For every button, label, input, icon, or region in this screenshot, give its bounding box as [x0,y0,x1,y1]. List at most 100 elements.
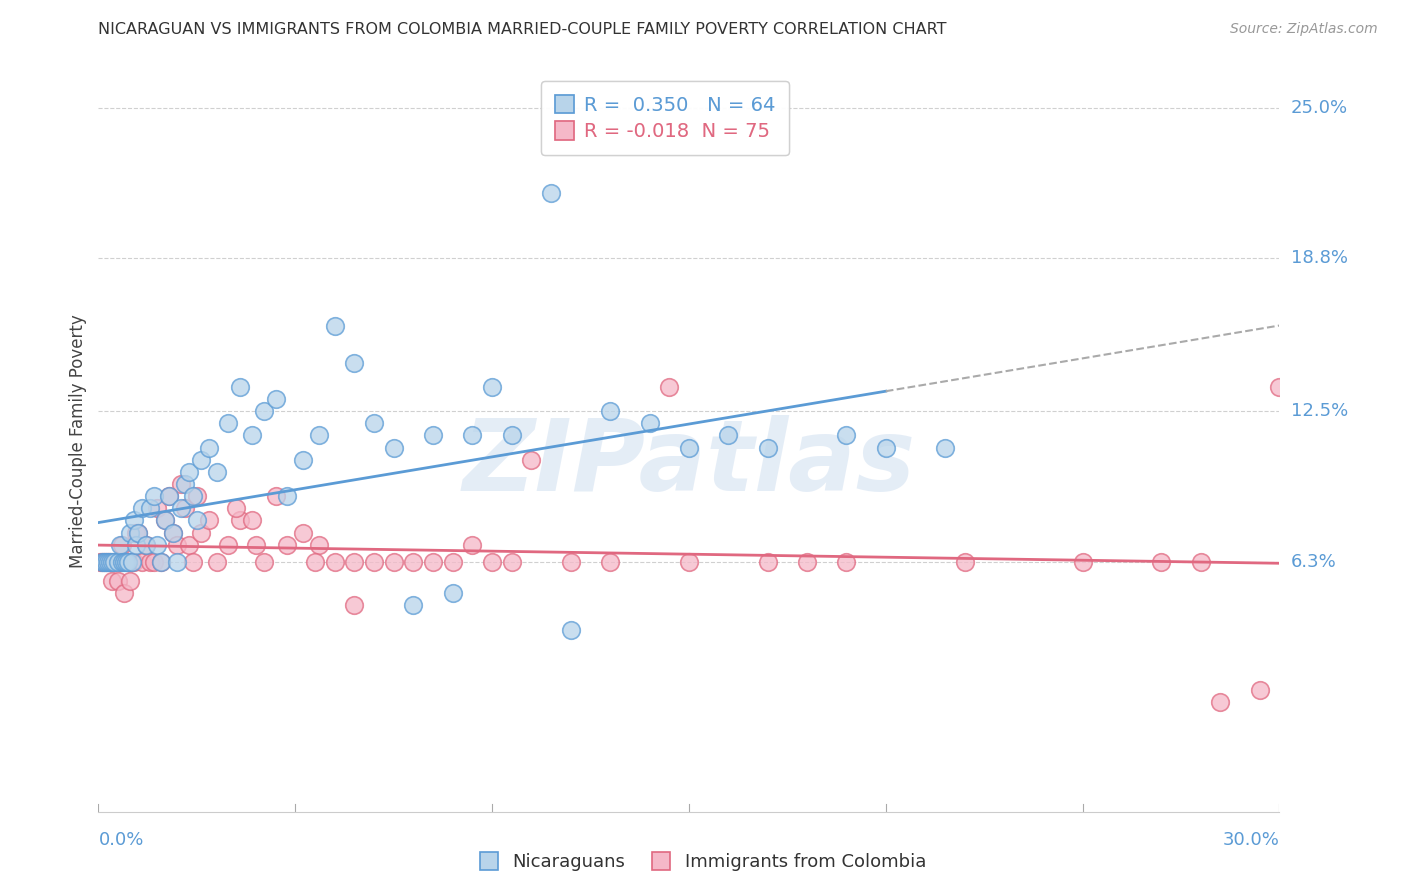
Point [146,501,169,516]
Point [402,599,425,613]
Point [150,555,173,569]
Point [343,555,366,569]
Point [796,555,818,569]
Point [264,392,287,406]
Point [501,428,523,442]
Point [323,555,346,569]
Point [122,555,145,569]
Point [97,555,120,569]
Point [197,441,219,455]
Point [304,555,326,569]
Point [253,404,276,418]
Point [953,555,976,569]
Point [170,477,193,491]
Point [142,489,165,503]
Point [382,441,405,455]
Point [402,555,425,569]
Point [186,513,208,527]
Point [441,555,464,569]
Point [205,555,228,569]
Point [96,555,118,569]
Point [111,555,134,569]
Point [125,538,148,552]
Point [276,538,298,552]
Point [162,525,184,540]
Point [103,555,125,569]
Point [217,417,239,431]
Point [98,555,121,569]
Point [520,452,543,467]
Point [174,501,197,516]
Point [1268,380,1291,394]
Point [560,623,582,637]
Point [157,489,180,503]
Point [1150,555,1173,569]
Point [186,489,208,503]
Point [835,555,858,569]
Point [292,452,315,467]
Point [177,465,200,479]
Point [101,574,124,588]
Point [240,513,263,527]
Point [162,525,184,540]
Point [127,525,149,540]
Point [245,538,267,552]
Point [112,555,135,569]
Point [111,555,134,569]
Point [101,555,124,569]
Point [96,555,118,569]
Point [181,555,204,569]
Point [157,489,180,503]
Point [253,555,276,569]
Point [756,555,779,569]
Point [107,574,129,588]
Point [166,555,188,569]
Point [98,555,121,569]
Point [461,538,484,552]
Point [205,465,228,479]
Point [131,555,153,569]
Point [146,538,169,552]
Point [155,513,177,527]
Point [276,489,298,503]
Point [382,555,405,569]
Legend: Nicaraguans, Immigrants from Colombia: Nicaraguans, Immigrants from Colombia [472,846,934,879]
Point [197,513,219,527]
Point [89,555,111,569]
Point [461,428,484,442]
Point [118,574,141,588]
Point [170,501,193,516]
Point [599,404,621,418]
Point [240,428,263,442]
Point [122,513,145,527]
Point [125,525,148,540]
Point [155,513,177,527]
Point [121,555,143,569]
Point [756,441,779,455]
Point [599,555,621,569]
Point [292,525,315,540]
Text: 12.5%: 12.5% [1291,402,1348,420]
Point [112,586,135,600]
Point [91,555,114,569]
Point [560,555,582,569]
Point [229,380,252,394]
Point [422,428,444,442]
Point [135,538,157,552]
Point [117,555,139,569]
Point [264,489,287,503]
Point [717,428,740,442]
Text: 0.0%: 0.0% [98,831,143,849]
Point [481,380,503,394]
Point [501,555,523,569]
Point [363,555,385,569]
Point [441,586,464,600]
Point [217,538,239,552]
Point [658,380,681,394]
Point [1071,555,1094,569]
Point [308,538,330,552]
Point [1189,555,1212,569]
Point [97,555,120,569]
Point [135,538,157,552]
Text: NICARAGUAN VS IMMIGRANTS FROM COLOMBIA MARRIED-COUPLE FAMILY POVERTY CORRELATION: NICARAGUAN VS IMMIGRANTS FROM COLOMBIA M… [98,22,946,37]
